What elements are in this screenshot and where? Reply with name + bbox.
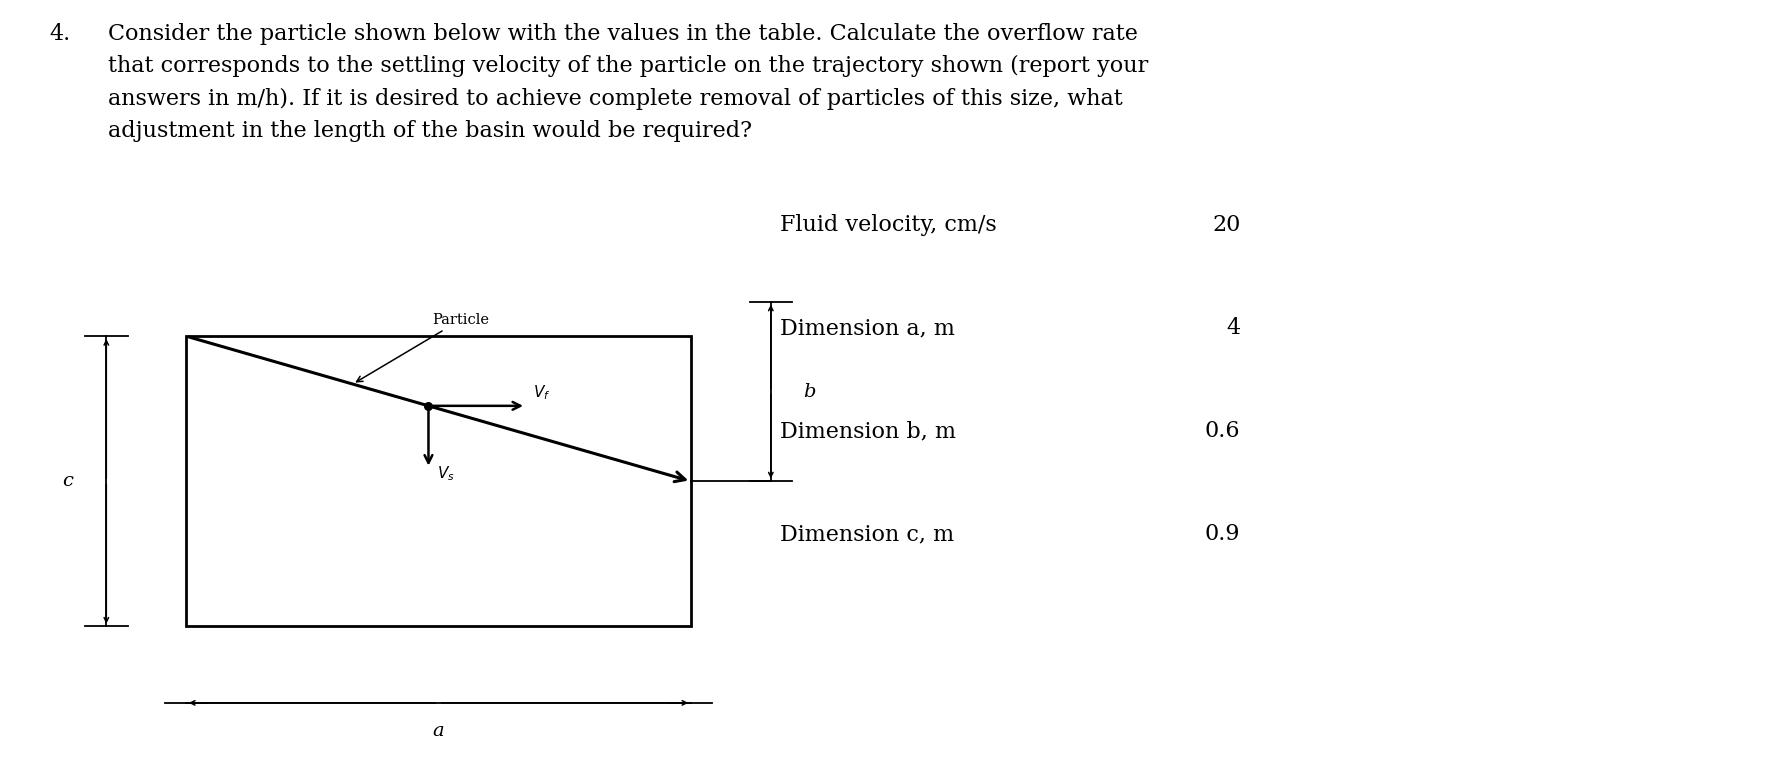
Text: $V_s$: $V_s$ [438,465,455,484]
Text: 4: 4 [1226,317,1240,339]
Text: Dimension c, m: Dimension c, m [780,523,953,545]
Text: 0.9: 0.9 [1205,523,1240,545]
Text: Consider the particle shown below with the values in the table. Calculate the ov: Consider the particle shown below with t… [108,23,1148,142]
Text: Dimension a, m: Dimension a, m [780,317,955,339]
Text: a: a [432,722,445,740]
Text: 0.6: 0.6 [1205,420,1240,442]
Text: Fluid velocity, cm/s: Fluid velocity, cm/s [780,214,996,236]
Text: c: c [62,472,73,490]
Bar [186,336,691,626]
Text: Particle: Particle [356,312,489,382]
Text: b: b [803,383,815,400]
Text: Dimension b, m: Dimension b, m [780,420,955,442]
Text: 20: 20 [1212,214,1240,236]
Text: 4.: 4. [50,23,71,45]
Text: $V_f$: $V_f$ [533,384,551,402]
